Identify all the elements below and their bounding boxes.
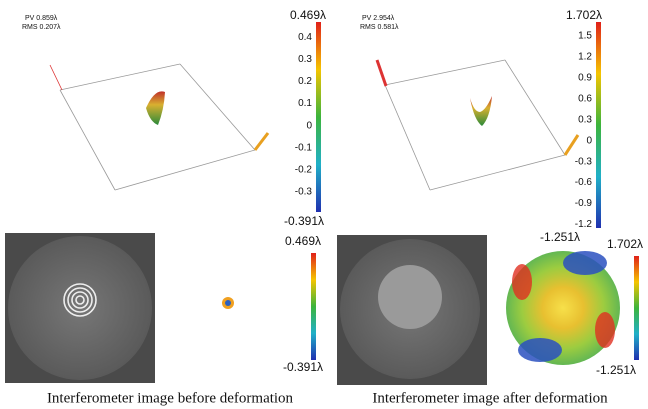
colorbar-max: 0.469λ (290, 8, 326, 22)
rms: RMS 0.207λ (22, 24, 61, 31)
caption: Interferometer image before deformation (47, 390, 294, 406)
colorbar-tick-label: 0.3 (578, 114, 592, 125)
colorbar-small (311, 253, 316, 360)
pv: PV 2.954λ (362, 15, 395, 22)
pv: PV 0.859λ (25, 15, 58, 22)
colorbar-tick-label: 0.1 (298, 98, 312, 109)
colorbar-tick-label: 0 (586, 135, 592, 146)
figure: PV 0.859λ RMS 0.207λ PV 2.954λ RMS 0.581… (0, 0, 648, 409)
colorbar-tick-label: -0.1 (295, 142, 313, 153)
colorbar-max: 1.702λ (566, 8, 602, 22)
colorbar-tick-label: 1.5 (578, 31, 592, 42)
colorbar-tick-label: 0.6 (578, 94, 592, 105)
colorbar-tick-label: -0.2 (295, 164, 313, 175)
colorbar-tick-label: -0.9 (575, 198, 593, 209)
colorbar-tick-label: 0.4 (298, 32, 312, 43)
colorbar-min: -1.251λ (540, 230, 580, 244)
caption: Interferometer image after deformation (372, 390, 608, 406)
colorbar-min: -0.391λ (284, 214, 324, 228)
plot-3d-left (50, 64, 268, 190)
colorbar-tick-label: 0.9 (578, 73, 592, 84)
colorbar (596, 22, 601, 228)
colorbar (316, 22, 321, 212)
colorbar-tick-label: 1.2 (578, 52, 592, 63)
colorbar-tick-label: -0.3 (575, 156, 593, 167)
small-map-center (225, 300, 231, 306)
colorbar-small (634, 256, 639, 360)
colorbar-tick-label: 0.2 (298, 76, 312, 87)
surface-map-right (506, 251, 620, 365)
colorbar-tick-label: -0.6 (575, 177, 593, 188)
small-colorbar-min: -0.391λ (283, 360, 323, 374)
small-colorbar-max: 1.702λ (607, 237, 643, 251)
aperture-inner (378, 265, 442, 329)
plot-3d-right (377, 60, 578, 190)
colorbar-tick-label: -1.2 (575, 219, 593, 230)
rms: RMS 0.581λ (360, 24, 399, 31)
colorbar-tick-label: 0 (306, 120, 312, 131)
small-colorbar-min: -1.251λ (596, 363, 636, 377)
small-colorbar-max: 0.469λ (285, 234, 321, 248)
colorbar-tick-label: -0.3 (295, 187, 313, 198)
colorbar-tick-label: 0.3 (298, 54, 312, 65)
